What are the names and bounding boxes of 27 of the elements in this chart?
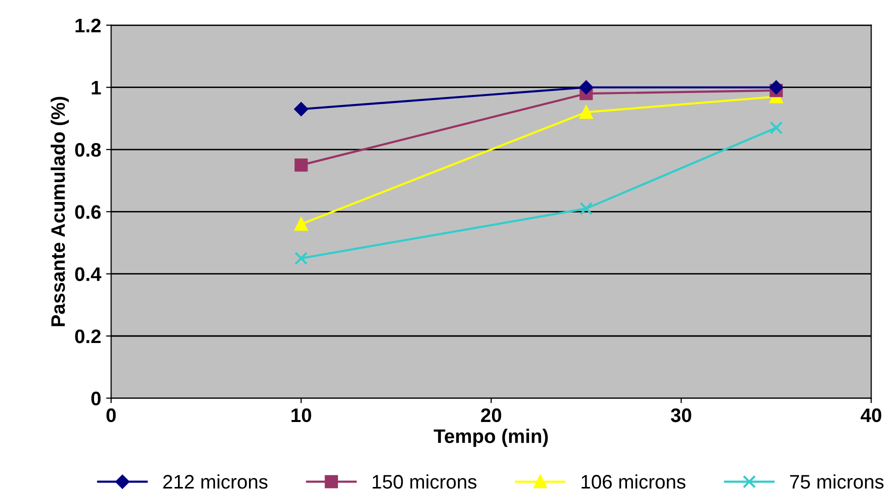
x-tick-label: 30 xyxy=(670,408,692,422)
point xyxy=(294,158,308,172)
legend-label: 75 microns xyxy=(790,474,884,489)
y-tick-label: 0.8 xyxy=(75,142,101,157)
x-tick-label: 40 xyxy=(860,408,882,422)
x-tick-label: 0 xyxy=(106,408,116,422)
y-tick-label: 0 xyxy=(91,392,101,406)
point xyxy=(579,80,594,94)
y-tick-label: 0.4 xyxy=(75,267,102,282)
y-tick-label: 0.2 xyxy=(75,329,101,344)
y-tick-label: 1.2 xyxy=(76,18,101,32)
x-tick-label: 10 xyxy=(292,408,312,422)
point xyxy=(580,106,593,119)
point xyxy=(294,102,308,116)
y-tick-label: 1 xyxy=(92,81,101,94)
legend-label: 106 microns xyxy=(582,474,686,489)
legend-label: 212 microns xyxy=(163,474,268,489)
x-tick-label: 20 xyxy=(481,408,502,422)
y-tick-label: 0.6 xyxy=(75,205,101,219)
point xyxy=(769,80,784,94)
point xyxy=(770,121,783,134)
point xyxy=(294,252,308,265)
x-axis-title: Tempo (min) xyxy=(434,428,548,447)
legend-label: 150 microns xyxy=(372,474,476,489)
point xyxy=(580,202,593,216)
point xyxy=(294,218,308,231)
y-axis-title: Passante Acumulado (%) xyxy=(50,96,69,326)
